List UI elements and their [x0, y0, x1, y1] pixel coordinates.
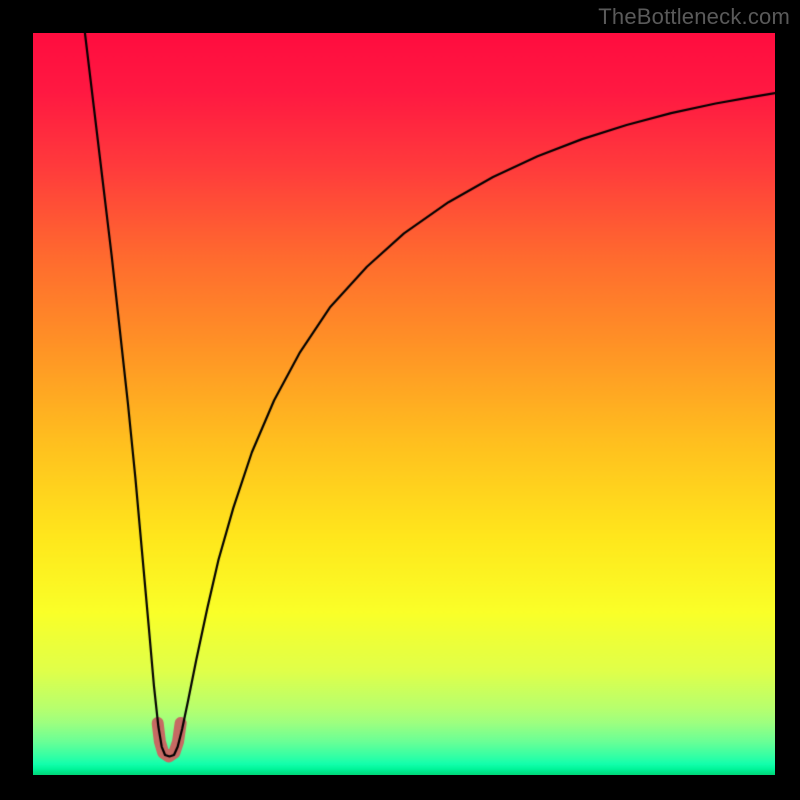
watermark-text: TheBottleneck.com — [598, 4, 790, 30]
plot-area — [33, 33, 775, 775]
bottleneck-curve-layer — [33, 33, 775, 775]
chart-root: TheBottleneck.com — [0, 0, 800, 800]
